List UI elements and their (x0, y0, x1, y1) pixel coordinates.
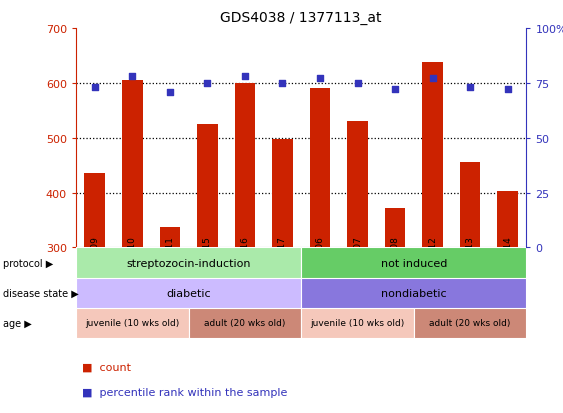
Bar (117, 248, 148, 278)
Point (353, 80, 362, 87)
Text: GSM174809: GSM174809 (90, 235, 99, 290)
Bar (229, 248, 261, 278)
Text: GSM174807: GSM174807 (353, 235, 362, 290)
Bar (76, 308, 189, 338)
Bar (79, 248, 111, 278)
Point (315, 76, 324, 83)
Text: nondiabetic: nondiabetic (381, 288, 446, 298)
Bar (76, 278, 301, 308)
Bar (385, 209, 405, 248)
Bar (422, 63, 443, 248)
Bar (76, 248, 301, 278)
Point (391, 87, 400, 93)
Text: GSM174812: GSM174812 (428, 235, 437, 290)
Bar (414, 308, 526, 338)
Text: not induced: not induced (381, 258, 447, 268)
Text: GSM174813: GSM174813 (466, 235, 475, 290)
Bar (342, 248, 373, 278)
Point (240, 74, 249, 81)
Point (128, 74, 137, 81)
Bar (491, 248, 524, 278)
Bar (191, 248, 224, 278)
Bar (122, 81, 142, 248)
Title: GDS4038 / 1377113_at: GDS4038 / 1377113_at (221, 11, 382, 25)
Text: GSM174815: GSM174815 (203, 235, 212, 290)
Bar (301, 308, 414, 338)
Bar (417, 248, 449, 278)
Bar (272, 140, 293, 248)
Bar (460, 163, 480, 248)
Text: adult (20 wks old): adult (20 wks old) (430, 319, 511, 328)
Text: GSM174814: GSM174814 (503, 235, 512, 290)
Bar (189, 308, 301, 338)
Bar (454, 248, 486, 278)
Bar (159, 227, 180, 248)
Text: GSM174811: GSM174811 (166, 235, 175, 290)
Text: GSM174816: GSM174816 (240, 235, 249, 290)
Bar (310, 89, 330, 248)
Bar (379, 248, 411, 278)
Text: GSM174810: GSM174810 (128, 235, 137, 290)
Bar (235, 83, 255, 248)
Bar (497, 192, 518, 248)
Bar (266, 248, 298, 278)
Bar (84, 174, 105, 248)
Point (428, 76, 437, 83)
Point (503, 87, 512, 93)
Text: diabetic: diabetic (166, 288, 211, 298)
Bar (301, 248, 526, 278)
Text: ■  count: ■ count (82, 362, 131, 372)
Text: GSM174808: GSM174808 (391, 235, 400, 290)
Bar (154, 248, 186, 278)
Text: disease state ▶: disease state ▶ (3, 288, 79, 298)
Text: GSM174817: GSM174817 (278, 235, 287, 290)
Text: age ▶: age ▶ (3, 318, 32, 328)
Text: juvenile (10 wks old): juvenile (10 wks old) (85, 319, 180, 328)
Text: GSM174806: GSM174806 (315, 235, 324, 290)
Point (203, 80, 212, 87)
Text: juvenile (10 wks old): juvenile (10 wks old) (310, 319, 405, 328)
Point (166, 89, 175, 96)
Text: streptozocin-induction: streptozocin-induction (126, 258, 251, 268)
Bar (304, 248, 336, 278)
Bar (197, 125, 218, 248)
Point (278, 80, 287, 87)
Bar (347, 122, 368, 248)
Point (466, 85, 475, 91)
Point (90, 85, 99, 91)
Text: adult (20 wks old): adult (20 wks old) (204, 319, 285, 328)
Bar (301, 278, 526, 308)
Text: ■  percentile rank within the sample: ■ percentile rank within the sample (82, 387, 287, 397)
Text: protocol ▶: protocol ▶ (3, 258, 53, 268)
